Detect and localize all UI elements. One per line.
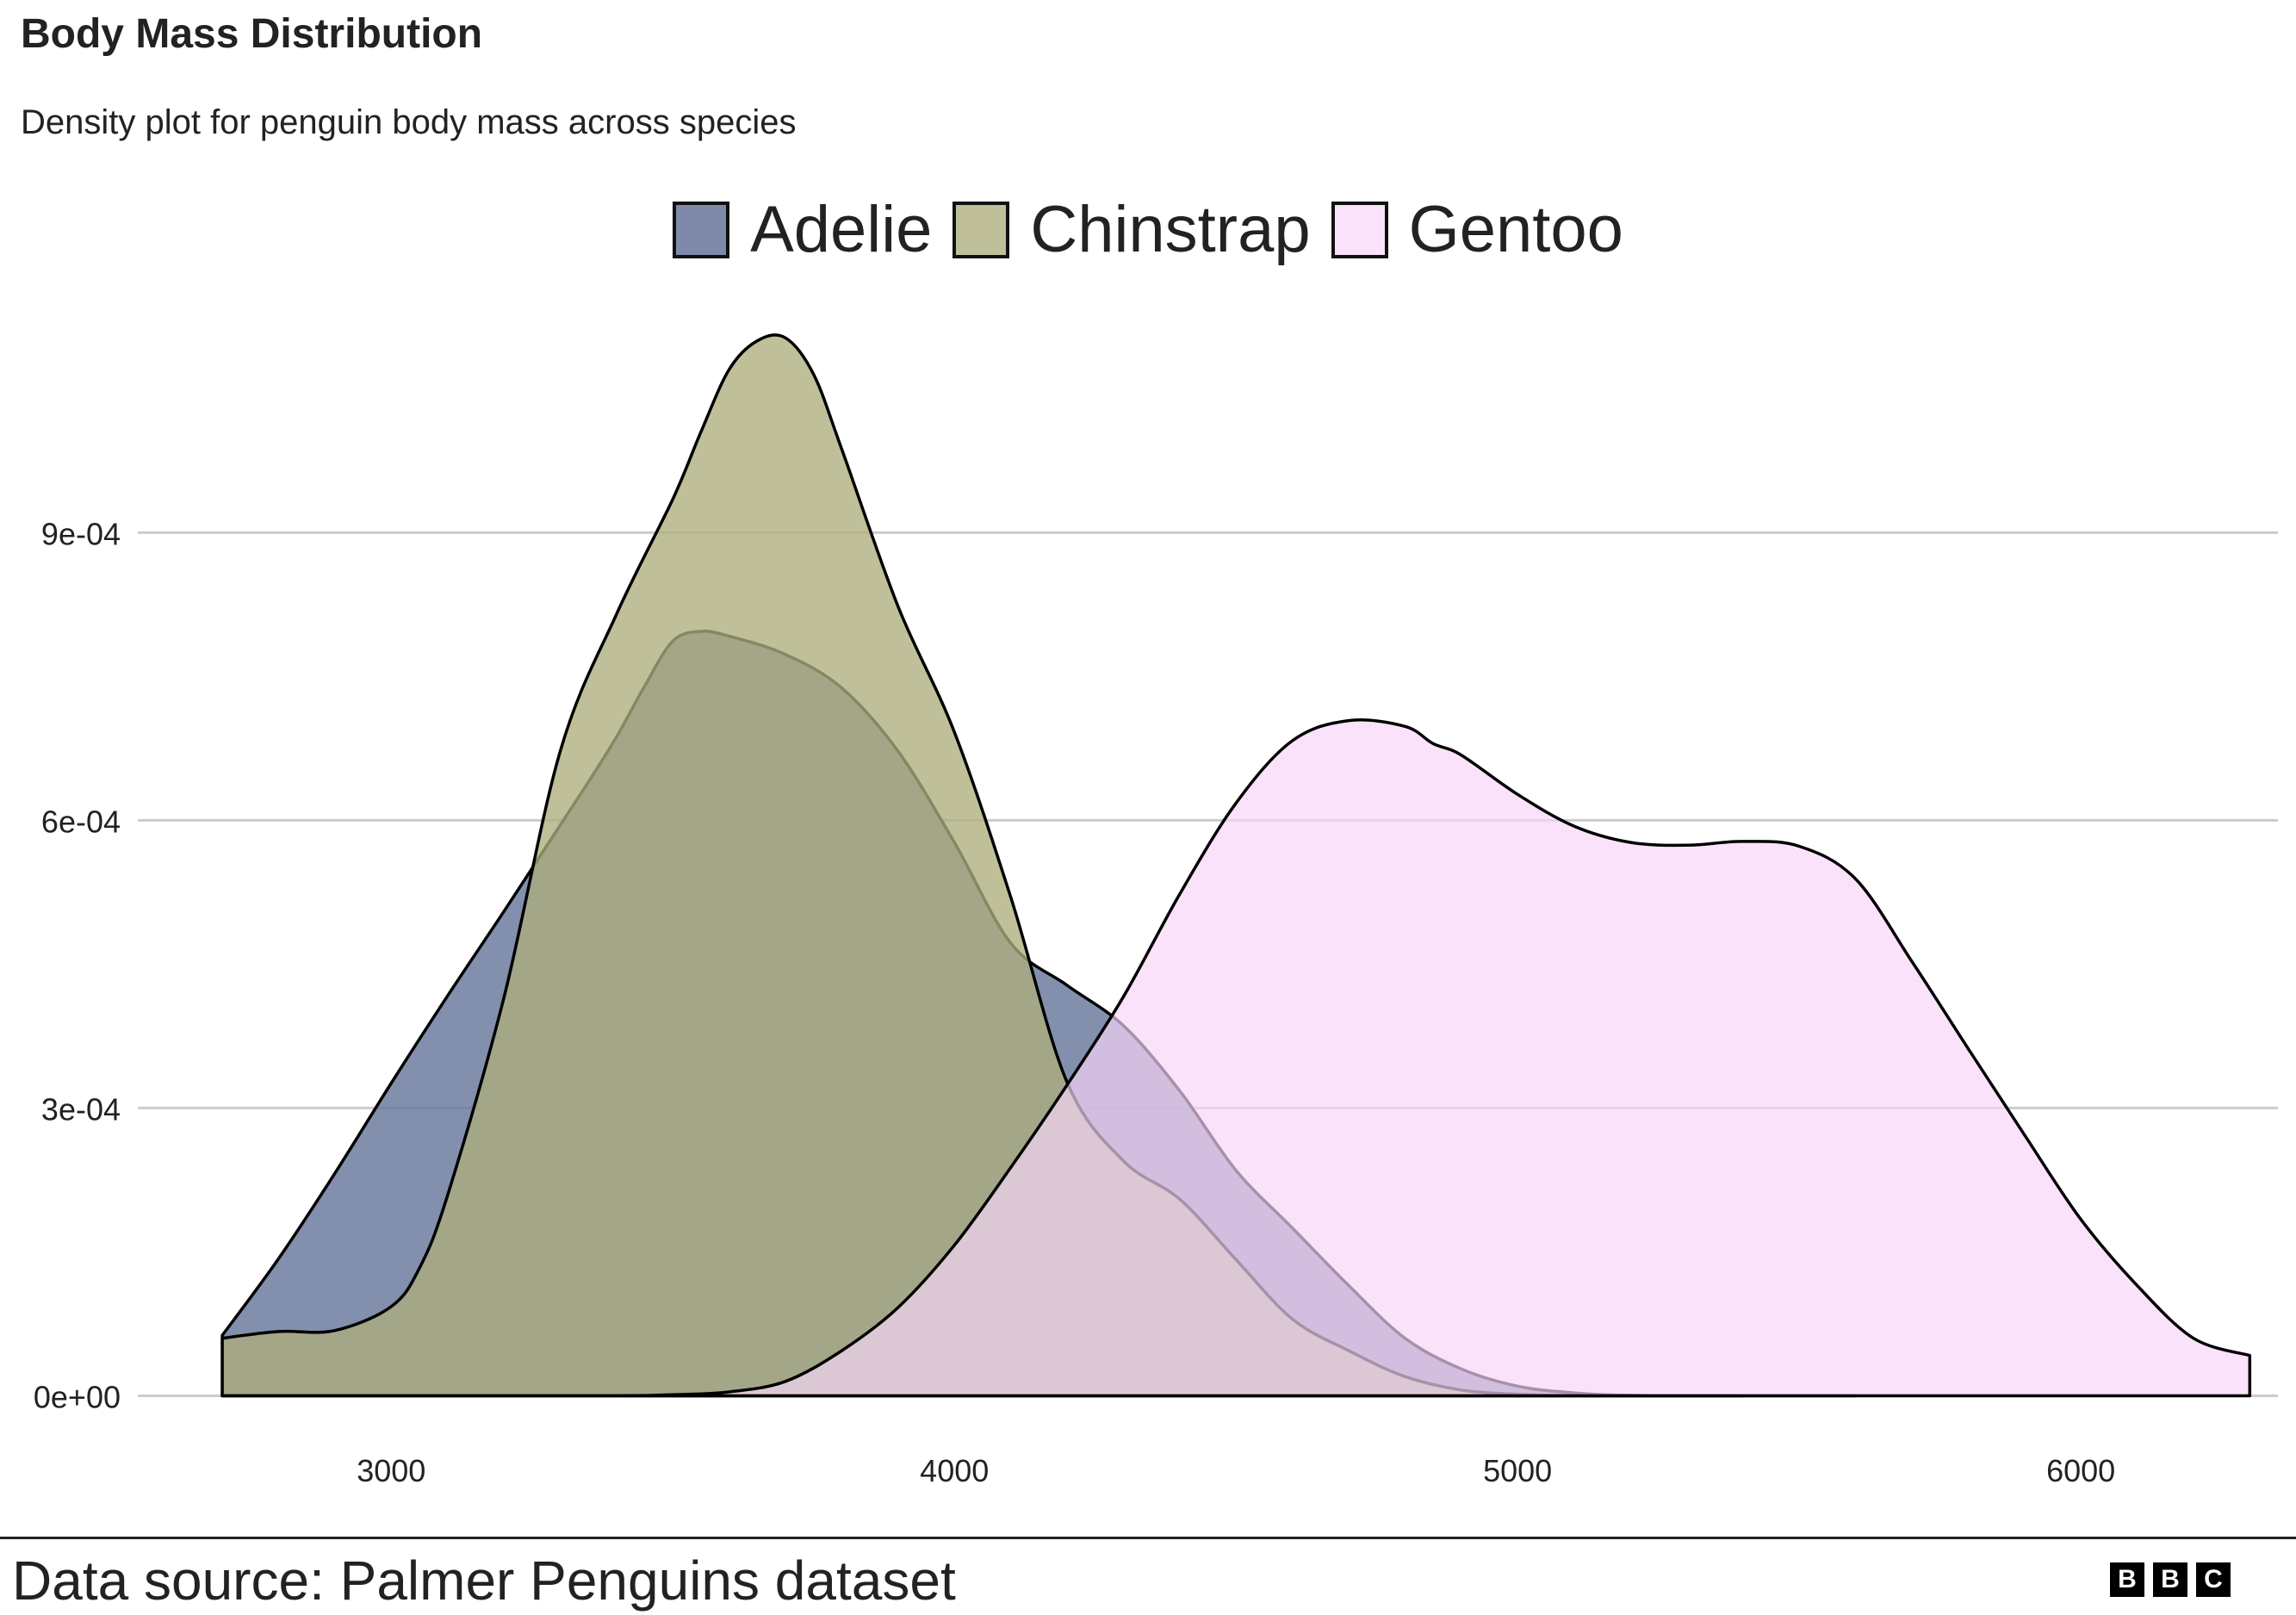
y-tick-label: 9e-04 xyxy=(41,516,121,551)
legend-label-gentoo: Gentoo xyxy=(1408,193,1623,266)
legend-label-adelie: Adelie xyxy=(750,193,933,266)
bbc-logo-block-b2: B xyxy=(2153,1562,2187,1597)
x-tick-label: 4000 xyxy=(920,1453,989,1488)
y-tick-label: 6e-04 xyxy=(41,804,121,839)
legend-swatch-adelie xyxy=(673,202,730,258)
legend: Adelie Chinstrap Gentoo xyxy=(0,191,2296,269)
legend-swatch-gentoo xyxy=(1331,202,1388,258)
y-tick-label: 3e-04 xyxy=(41,1091,121,1127)
legend-swatch-chinstrap xyxy=(953,202,1010,258)
legend-item-adelie: Adelie xyxy=(673,197,932,263)
legend-label-chinstrap: Chinstrap xyxy=(1030,193,1311,266)
bbc-logo: B B C xyxy=(2110,1562,2231,1597)
legend-item-gentoo: Gentoo xyxy=(1331,197,1623,263)
data-source-note: Data source: Palmer Penguins dataset xyxy=(12,1550,956,1612)
x-tick-label: 6000 xyxy=(2046,1453,2115,1488)
y-tick-label: 0e+00 xyxy=(34,1379,121,1414)
density-chart: 0e+00 3e-04 6e-04 9e-04 3000 4000 5000 6000 xyxy=(34,333,2278,1488)
x-tick-label: 3000 xyxy=(357,1453,425,1488)
bbc-logo-block-b1: B xyxy=(2110,1562,2144,1597)
footer-divider xyxy=(0,1537,2296,1539)
bbc-logo-block-c: C xyxy=(2196,1562,2231,1597)
chart-subtitle: Density plot for penguin body mass acros… xyxy=(21,103,797,141)
x-tick-label: 5000 xyxy=(1483,1453,1552,1488)
legend-item-chinstrap: Chinstrap xyxy=(953,193,1311,266)
density-area-gentoo xyxy=(220,718,2252,1398)
chart-title: Body Mass Distribution xyxy=(21,11,483,57)
